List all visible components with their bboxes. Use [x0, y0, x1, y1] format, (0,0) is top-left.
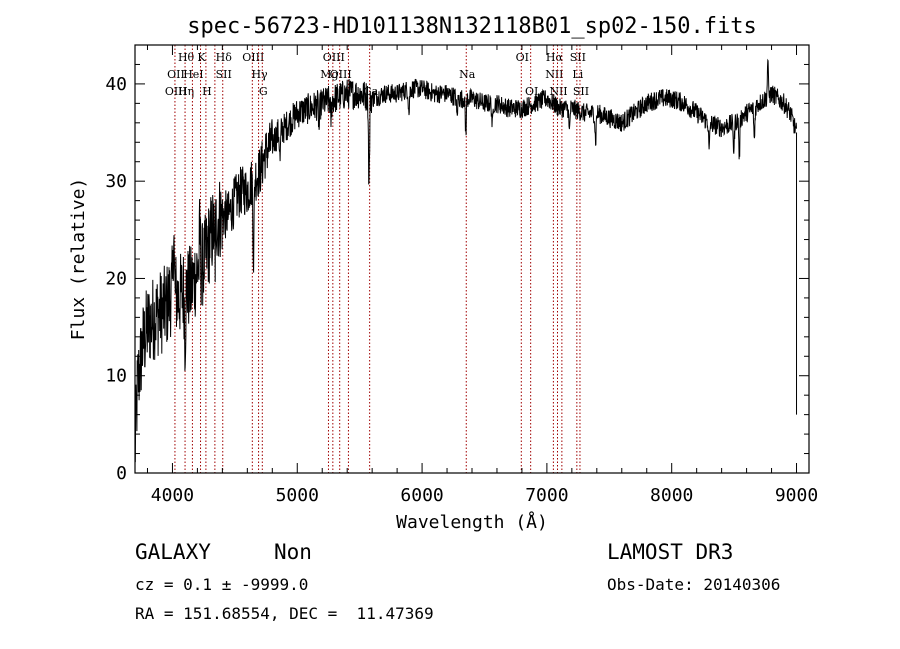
- line-label: OIII: [330, 68, 352, 81]
- line-label: OIII: [242, 51, 264, 64]
- line-label: G: [259, 85, 268, 98]
- line-label: OII: [167, 68, 185, 81]
- observation-date: Obs-Date: 20140306: [607, 575, 781, 594]
- x-tick-label: 8000: [650, 485, 693, 506]
- line-label: OIII: [165, 85, 187, 98]
- survey-name: LAMOST DR3: [607, 540, 734, 564]
- spectrum-line: [134, 58, 797, 463]
- line-label: K: [197, 51, 206, 64]
- x-tick-label: 4000: [151, 485, 194, 506]
- line-label: Hη: [178, 85, 194, 98]
- axis-ticks: 4000 5000 6000 7000 8000 9000 0 10 20 30 40: [105, 44, 818, 506]
- y-tick-label: 0: [116, 463, 127, 484]
- chart-title: spec-56723-HD101138N132118B01_sp02-150.f…: [187, 14, 757, 39]
- x-tick-label: 9000: [775, 485, 818, 506]
- line-label: SII: [216, 68, 232, 81]
- x-tick-label: 6000: [400, 485, 443, 506]
- line-label: OI: [516, 51, 529, 64]
- coordinates: RA = 151.68554, DEC = 11.47369: [135, 604, 434, 623]
- line-label: Mg: [320, 68, 338, 81]
- line-label: SII: [573, 85, 589, 98]
- line-label: Hθ: [178, 51, 195, 64]
- x-axis-label: Wavelength (Å): [396, 511, 548, 533]
- object-subclass: Non: [274, 540, 312, 564]
- y-axis-label: Flux (relative): [68, 178, 89, 341]
- line-label: SII: [570, 51, 586, 64]
- line-label: OI: [525, 85, 538, 98]
- line-label: Hδ: [216, 51, 233, 64]
- redshift-value: cz = 0.1 ± -9999.0: [135, 575, 309, 594]
- y-tick-label: 30: [105, 171, 127, 192]
- line-label: OIII: [323, 51, 345, 64]
- spectrum-series: [134, 58, 798, 463]
- line-label: Na: [459, 68, 476, 81]
- x-tick-label: 7000: [525, 485, 568, 506]
- x-tick-label: 5000: [276, 485, 319, 506]
- line-label: H: [202, 85, 212, 98]
- line-label: Li: [572, 68, 583, 81]
- y-tick-label: 40: [105, 74, 127, 95]
- line-label: NII: [545, 68, 563, 81]
- plot-frame: [134, 44, 810, 474]
- line-label: Hγ: [251, 68, 268, 81]
- y-tick-label: 20: [105, 268, 127, 289]
- line-label: Hα: [546, 51, 564, 64]
- object-class: GALAXY: [135, 540, 211, 564]
- y-tick-label: 10: [105, 366, 127, 387]
- line-label: HeI: [183, 68, 203, 81]
